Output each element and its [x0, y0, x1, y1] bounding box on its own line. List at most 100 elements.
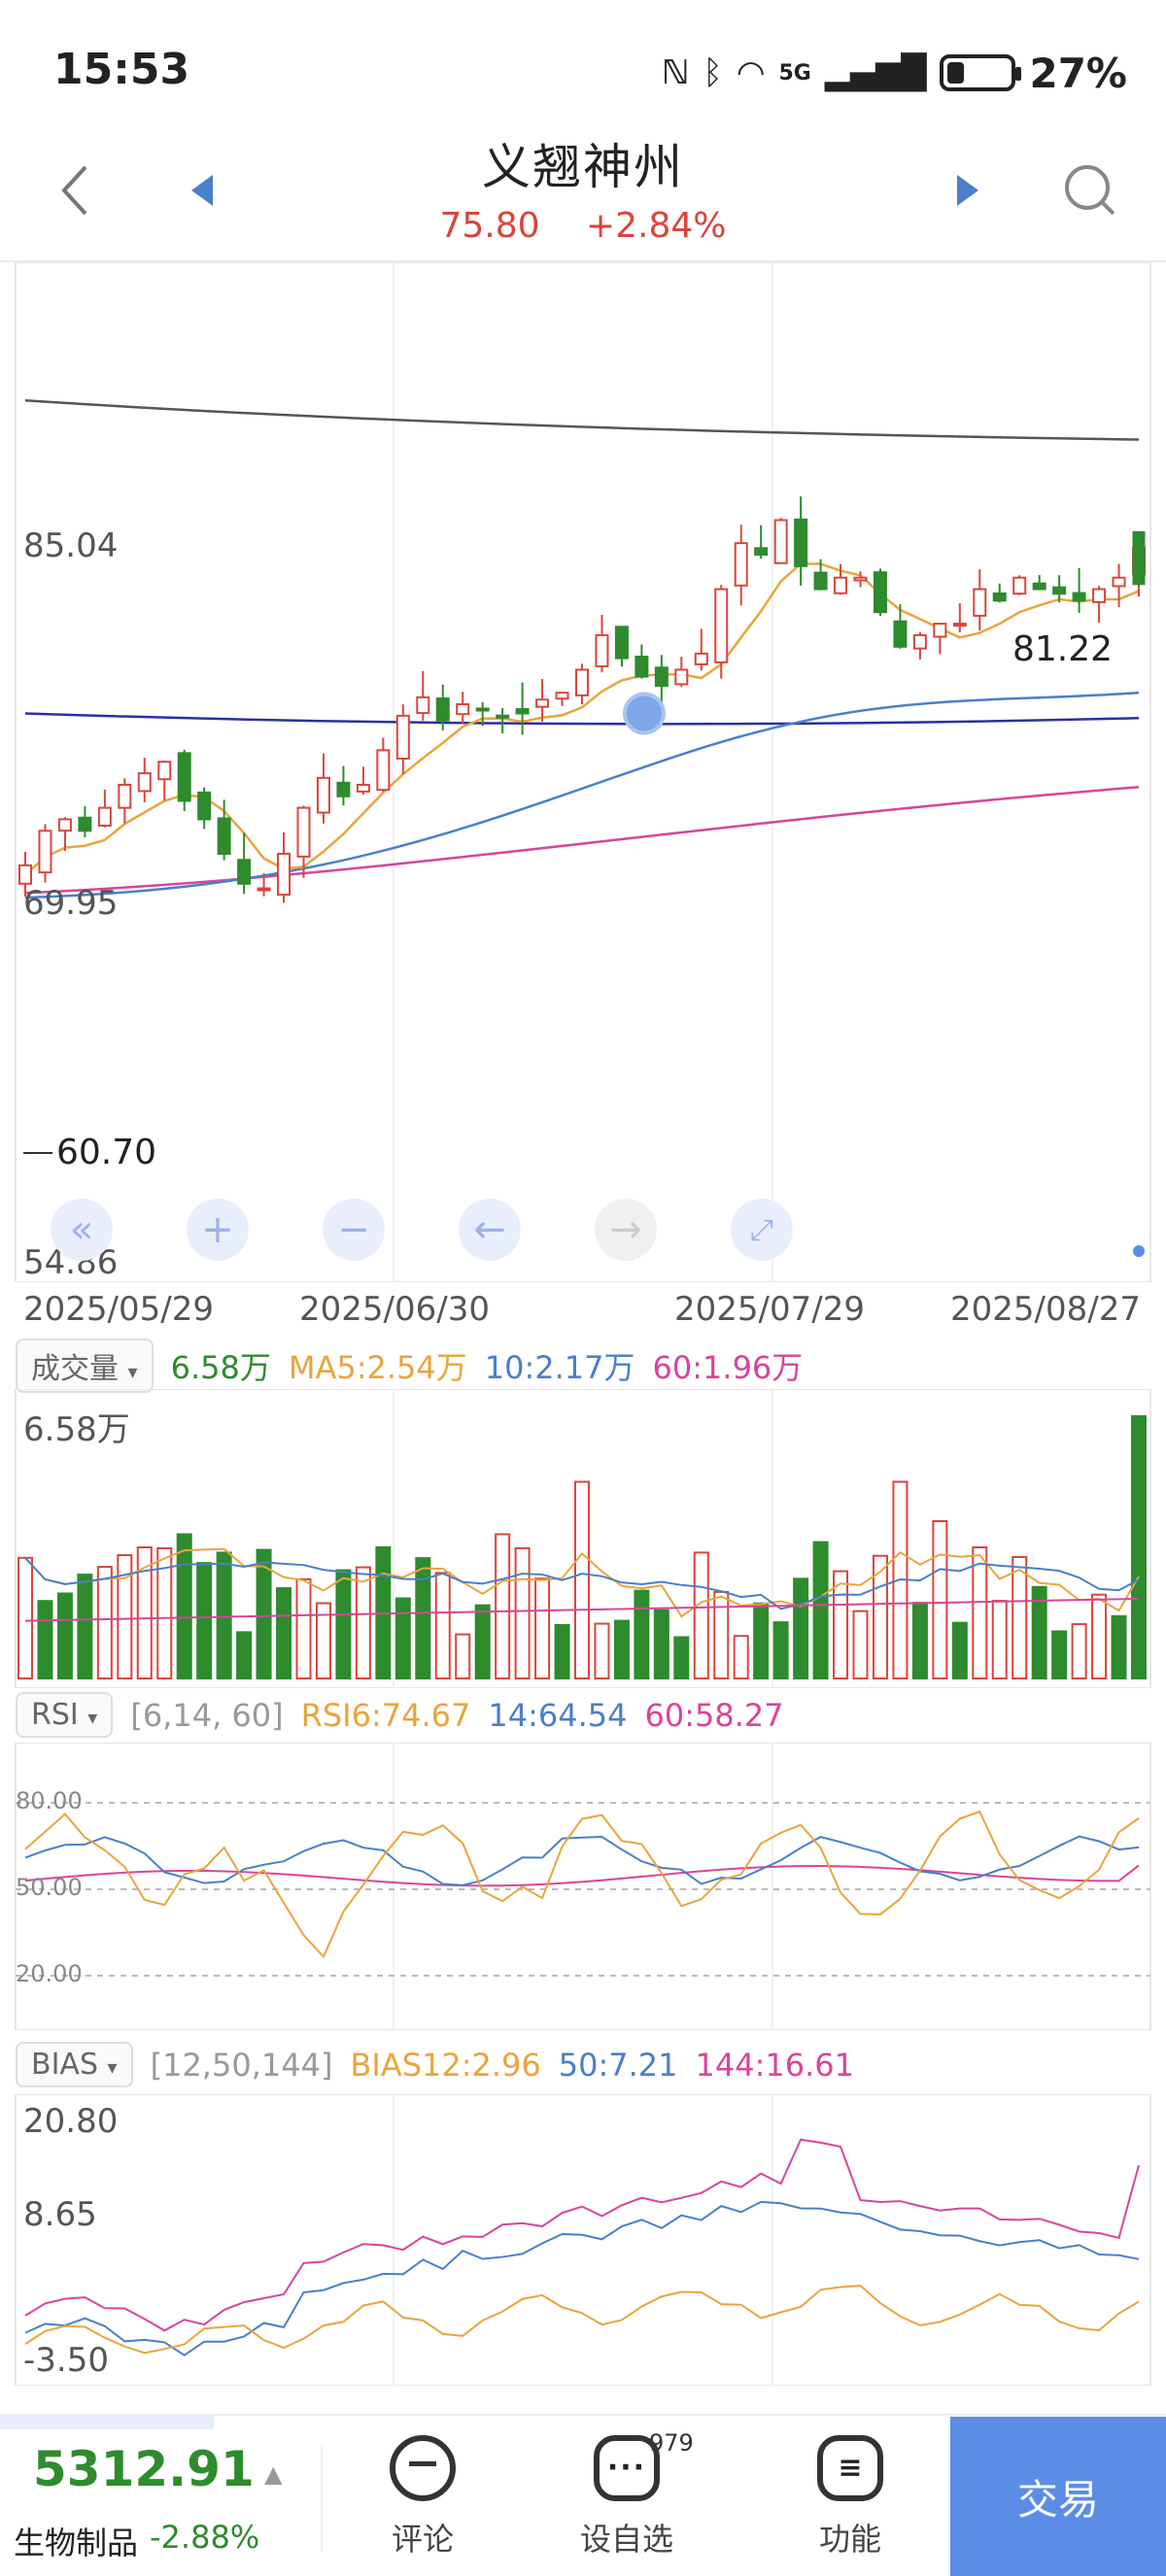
candle-body: [177, 752, 191, 802]
volume-bar: [514, 1546, 531, 1679]
prev-stock-button[interactable]: [163, 152, 241, 229]
rsi60-line: [24, 1864, 1140, 1887]
zoom-out-control[interactable]: −: [323, 1199, 385, 1261]
rsi-params: [6,14, 60]: [130, 1696, 284, 1734]
candle-body: [714, 588, 729, 663]
index-expand-icon[interactable]: ▲: [264, 2460, 283, 2488]
volume-legend: 成交量 ▾ 6.58万 MA5:2.54万 10:2.17万 60:1.96万: [16, 1339, 803, 1393]
arrow-right-icon: →: [609, 1207, 642, 1252]
back-icon: [61, 165, 87, 216]
volume-ma60: 60:1.96万: [652, 1349, 804, 1386]
candle-body: [595, 633, 609, 667]
candle-body: [893, 620, 908, 648]
candle-body: [57, 818, 72, 832]
kline-marker-high: 81.22: [1012, 629, 1114, 669]
candle-body: [813, 571, 828, 591]
volume-bar: [315, 1602, 331, 1679]
volume-bar: [972, 1546, 988, 1679]
volume-bar: [554, 1623, 570, 1679]
rsi60-value: 60:58.27: [644, 1696, 784, 1734]
watchlist-button[interactable]: ··· 设自选 979: [564, 2416, 694, 2576]
candle-body: [435, 697, 450, 722]
candle-body: [1032, 582, 1046, 591]
volume-bar: [415, 1557, 431, 1680]
stock-change: +2.84%: [585, 206, 727, 246]
pan-right-control[interactable]: →: [595, 1199, 657, 1261]
event-marker-icon: [623, 692, 666, 735]
candle-body: [912, 633, 927, 650]
status-bar: 15:53 ℕ ᛒ ◠ 5G ▂▄▆█ 27%: [0, 0, 1166, 146]
candle-body: [1072, 592, 1086, 602]
volume-ma60-line: [24, 1597, 1140, 1622]
volume-chart[interactable]: [0, 1389, 1166, 1688]
candle-body: [794, 518, 808, 567]
candle-body: [973, 588, 987, 617]
date-label-2: 2025/06/30: [299, 1290, 490, 1329]
watchlist-badge: 979: [649, 2429, 694, 2457]
prev-triangle-icon: [191, 175, 213, 206]
back-button[interactable]: [35, 152, 113, 229]
volume-bar: [772, 1621, 789, 1679]
volume-bar: [355, 1566, 371, 1679]
kline-chart[interactable]: [0, 262, 1166, 1282]
volume-bar: [236, 1631, 253, 1679]
reset-control[interactable]: ⤢: [731, 1199, 793, 1261]
comment-icon: [390, 2434, 456, 2501]
volume-bar: [434, 1572, 451, 1679]
candle-body: [1012, 576, 1027, 595]
toolbar-divider: [321, 2445, 323, 2552]
candle-body: [515, 708, 530, 715]
rsi-selector[interactable]: RSI ▾: [16, 1692, 114, 1738]
volume-bar: [1091, 1593, 1108, 1679]
plus-icon: +: [201, 1207, 234, 1252]
volume-bar: [1111, 1614, 1127, 1679]
candle-body: [1052, 586, 1067, 595]
volume-bar: [1051, 1630, 1068, 1680]
candle-body: [376, 749, 391, 792]
ma60-line: [24, 786, 1140, 895]
next-stock-button[interactable]: [929, 152, 1007, 229]
bias-selector-label: BIAS: [31, 2048, 98, 2082]
price-line: 75.80 +2.84%: [0, 206, 1166, 246]
dropdown-icon: ▾: [87, 1706, 98, 1729]
volume-bar: [474, 1604, 491, 1680]
volume-bar: [77, 1574, 93, 1679]
volume-bar: [713, 1590, 730, 1679]
candle-body: [277, 852, 292, 897]
volume-value: 6.58万: [170, 1349, 271, 1386]
candle-body: [834, 576, 848, 594]
rsi14-line: [24, 1835, 1140, 1886]
date-label-4: 2025/08/27: [950, 1290, 1141, 1329]
dropdown-icon: ▾: [107, 2055, 118, 2079]
bias50-value: 50:7.21: [558, 2046, 678, 2084]
candle-body: [217, 817, 231, 855]
trade-button[interactable]: 交易: [950, 2417, 1166, 2576]
comment-button[interactable]: 评论: [360, 2416, 486, 2576]
search-button[interactable]: [1051, 152, 1129, 229]
volume-bar: [534, 1577, 551, 1679]
candle-body: [38, 830, 52, 874]
candle-body: [614, 626, 629, 660]
pan-left-control[interactable]: ←: [459, 1199, 521, 1261]
candle-body: [654, 666, 669, 688]
function-button[interactable]: ≡ 功能: [787, 2416, 913, 2576]
volume-bar: [833, 1570, 849, 1680]
bias-selector[interactable]: BIAS ▾: [16, 2042, 133, 2087]
volume-selector[interactable]: 成交量 ▾: [16, 1339, 154, 1393]
bias12-line: [24, 2285, 1140, 2355]
panel-frame: [15, 1743, 1151, 2030]
candle-body: [853, 576, 868, 582]
index-value[interactable]: 5312.91: [33, 2441, 255, 2497]
rewind-control[interactable]: «: [51, 1199, 113, 1261]
rsi-chart[interactable]: [0, 1743, 1166, 2030]
comment-label: 评论: [391, 2520, 454, 2558]
bias-chart[interactable]: [0, 2094, 1166, 2386]
zoom-in-control[interactable]: +: [187, 1199, 249, 1261]
wifi-icon: ◠: [736, 53, 766, 92]
volume-bar: [812, 1541, 829, 1679]
volume-bar: [852, 1610, 869, 1680]
candle-body: [336, 781, 351, 797]
minus-icon: −: [337, 1207, 370, 1252]
volume-ma5-line: [24, 1547, 1140, 1618]
volume-bar: [693, 1551, 709, 1679]
